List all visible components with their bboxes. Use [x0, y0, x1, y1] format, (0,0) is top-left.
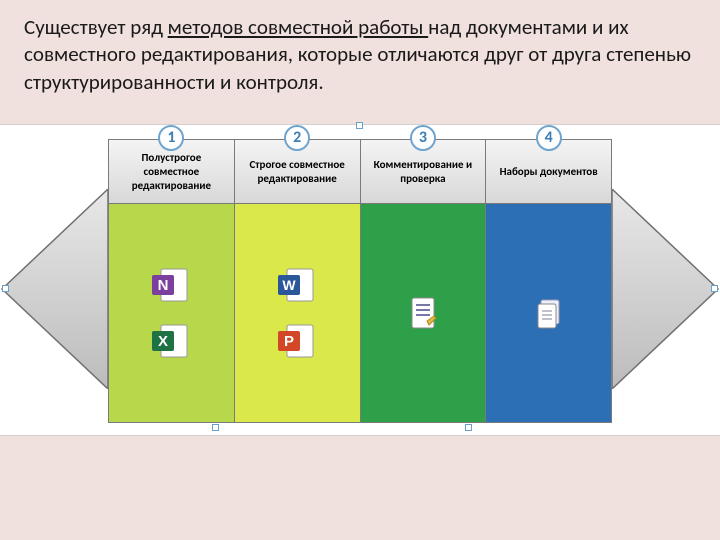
- word-icon: W: [275, 263, 319, 307]
- selection-handle-icon: [212, 424, 219, 431]
- intro-pre: Существует ряд: [24, 14, 168, 40]
- column-body: [361, 204, 486, 422]
- arrow-right-icon: [612, 189, 720, 389]
- intro-underlined: методов совместной работы: [168, 14, 429, 40]
- onenote-icon: N: [149, 263, 193, 307]
- column-body: [486, 204, 611, 422]
- column-number-badge: 2: [284, 125, 310, 151]
- svg-text:X: X: [158, 333, 168, 350]
- selection-handle-icon: [711, 285, 718, 292]
- svg-text:P: P: [284, 333, 294, 350]
- arrow-left-icon: [0, 189, 108, 389]
- column-number-badge: 3: [410, 125, 436, 151]
- method-column-1: 1Полустрогое совместное редактированиеNX: [108, 139, 235, 423]
- intro-text: Существует ряд методов совместной работы…: [0, 0, 720, 96]
- svg-text:W: W: [283, 277, 297, 293]
- method-column-3: 3Комментирование и проверка: [361, 139, 487, 423]
- column-body: NX: [109, 204, 234, 422]
- selection-handle-icon: [2, 285, 9, 292]
- method-column-2: 2Строгое совместное редактированиеWP: [235, 139, 361, 423]
- methods-figure: 1Полустрогое совместное редактированиеNX…: [0, 124, 720, 436]
- svg-text:N: N: [158, 277, 169, 294]
- selection-handle-icon: [465, 424, 472, 431]
- column-number-badge: 4: [536, 125, 562, 151]
- columns: 1Полустрогое совместное редактированиеNX…: [108, 139, 612, 423]
- powerpoint-icon: P: [275, 319, 319, 363]
- method-column-4: 4Наборы документов: [486, 139, 612, 423]
- selection-handle-icon: [356, 122, 363, 129]
- doc-stack-icon: [527, 291, 571, 335]
- doc-page-icon: [401, 291, 445, 335]
- excel-icon: X: [149, 319, 193, 363]
- column-number-badge: 1: [158, 125, 184, 151]
- column-body: WP: [235, 204, 360, 422]
